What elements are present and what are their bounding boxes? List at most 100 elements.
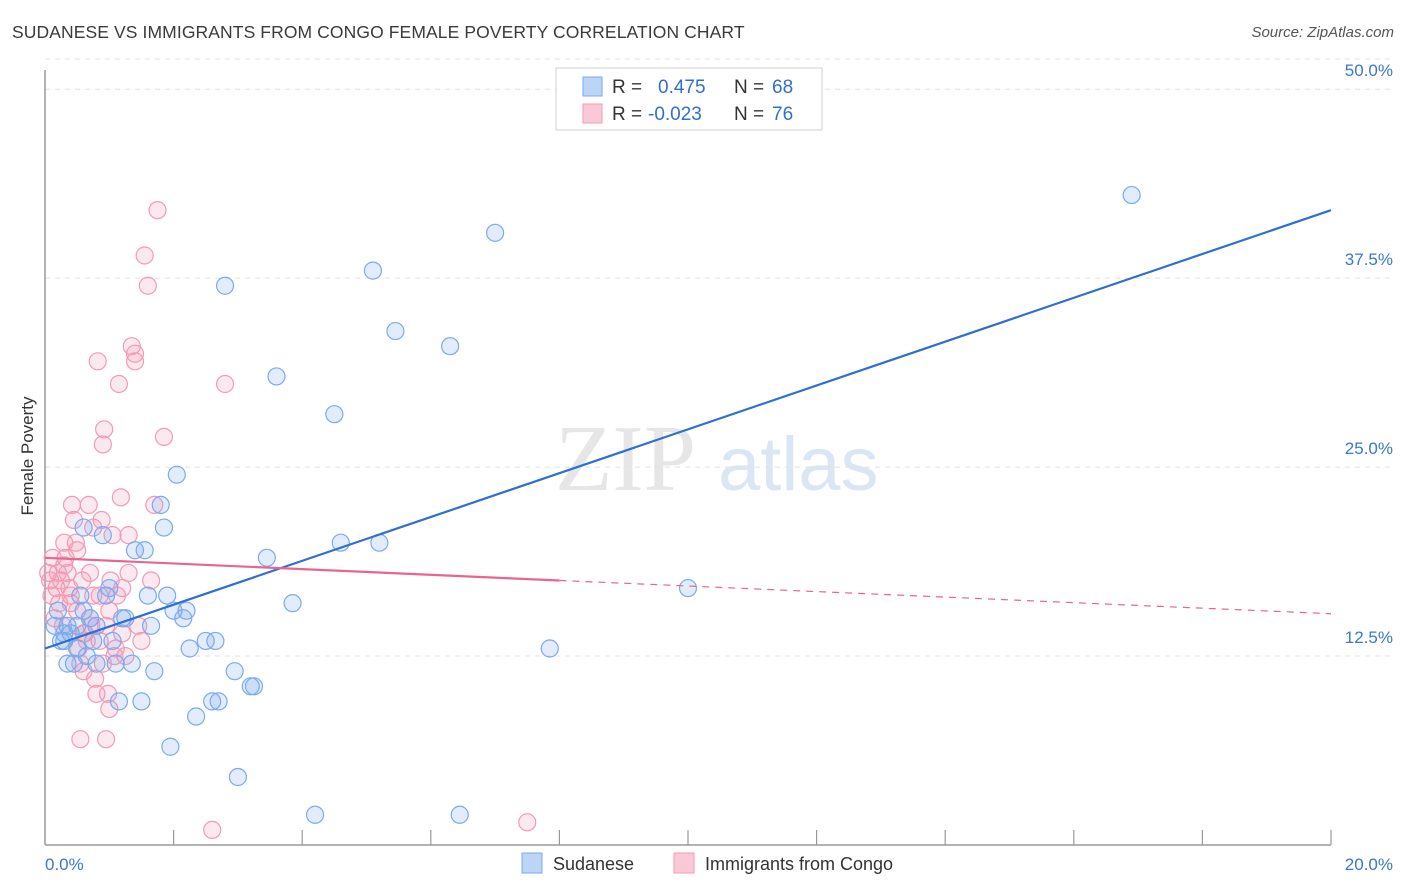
x-tick-labels: 0.0% 20.0%	[45, 855, 1393, 874]
sudanese-point	[180, 639, 199, 658]
sudanese-point	[225, 662, 244, 681]
sudanese-point	[87, 654, 106, 673]
congo-point	[82, 616, 101, 635]
bottom-legend-congo: Immigrants from Congo	[705, 854, 893, 874]
sudanese-point	[203, 692, 222, 711]
correlation-legend: R = 0.475 N = 68 R = -0.023 N = 76	[555, 67, 823, 131]
y-axis-label: Female Poverty	[18, 396, 37, 516]
legend-n-label-1: N =	[734, 77, 764, 98]
congo-point	[132, 631, 151, 651]
sudanese-point	[132, 692, 151, 711]
sudanese-point	[540, 639, 559, 658]
sudanese-point	[305, 805, 325, 824]
chart-title: SUDANESE VS IMMIGRANTS FROM CONGO FEMALE…	[12, 22, 745, 42]
watermark-zip: ZIP	[555, 407, 696, 511]
congo-point	[64, 510, 84, 530]
congo-point	[109, 374, 129, 394]
congo-point	[215, 374, 235, 394]
sudanese-point	[257, 548, 276, 567]
congo-point	[93, 435, 112, 454]
sudanese-point	[141, 616, 161, 635]
x-tick-label: 20.0%	[1345, 855, 1393, 874]
congo-point	[84, 518, 103, 537]
sudanese-point	[48, 601, 67, 620]
congo-point	[100, 699, 119, 719]
congo-point	[518, 813, 537, 832]
y-tick-label: 25.0%	[1345, 439, 1393, 458]
series-congo-points	[39, 201, 537, 839]
congo-point	[125, 344, 145, 363]
sudanese-point	[678, 578, 698, 598]
congo-point	[95, 420, 114, 439]
sudanese-point	[68, 616, 87, 635]
congo-point	[145, 495, 164, 515]
congo-point	[141, 571, 161, 590]
sudanese-point	[244, 677, 264, 696]
sudanese-point	[100, 578, 119, 598]
congo-point	[93, 654, 112, 673]
congo-point	[111, 488, 130, 507]
congo-point	[119, 526, 138, 545]
y-tick-label: 37.5%	[1345, 250, 1393, 269]
congo-point	[103, 526, 122, 545]
congo-point	[113, 624, 132, 643]
sudanese-point	[177, 601, 196, 620]
congo-point	[138, 276, 157, 295]
sudanese-point	[77, 646, 96, 666]
sudanese-point	[106, 654, 125, 673]
sudanese-point	[228, 767, 247, 787]
sudanese-point	[283, 594, 302, 613]
sudanese-point	[450, 805, 469, 824]
congo-trend-line	[44, 556, 560, 582]
sudanese-point	[215, 276, 235, 295]
legend-n-label-2: N =	[734, 104, 764, 125]
sudanese-point	[386, 321, 405, 341]
congo-point	[55, 556, 74, 575]
sudanese-point	[363, 261, 383, 280]
congo-point	[80, 563, 100, 583]
sudanese-trend-line	[44, 209, 1332, 650]
series-legend: Sudanese Immigrants from Congo	[521, 852, 893, 874]
sudanese-point	[45, 616, 64, 635]
sudanese-point	[74, 601, 93, 620]
trend-lines	[44, 209, 1332, 650]
legend-r-value-2: -0.023	[648, 104, 702, 125]
y-tick-labels: 12.5% 25.0% 37.5% 50.0%	[1345, 61, 1393, 647]
sudanese-point	[440, 337, 460, 356]
legend-r-value-1: 0.475	[658, 77, 706, 98]
sudanese-point	[161, 737, 180, 756]
legend-r-label-2: R =	[612, 104, 642, 125]
sudanese-point	[151, 495, 170, 515]
sudanese-point	[267, 367, 286, 386]
chart-source: Source: ZipAtlas.com	[1251, 24, 1394, 41]
sudanese-point	[486, 223, 505, 242]
sudanese-point	[103, 631, 122, 651]
congo-point	[84, 586, 103, 605]
legend-n-value-1: 68	[772, 77, 793, 98]
x-tick-marks	[173, 830, 1332, 845]
congo-point	[203, 820, 222, 839]
sudanese-point	[167, 465, 186, 484]
sudanese-point	[196, 631, 215, 651]
sudanese-point	[209, 692, 228, 711]
sudanese-point	[1122, 185, 1141, 205]
congo-point	[71, 730, 90, 749]
congo-point	[135, 246, 154, 265]
congo-point	[148, 201, 167, 220]
sudanese-point	[145, 662, 164, 681]
congo-point	[119, 563, 138, 583]
sudanese-point	[154, 518, 174, 537]
legend-swatch-sudanese	[582, 76, 603, 97]
sudanese-point	[109, 692, 129, 711]
sudanese-point	[93, 526, 112, 545]
sudanese-point	[58, 654, 77, 673]
bottom-legend-swatch-sudanese	[521, 852, 543, 874]
bottom-legend-swatch-congo	[673, 852, 695, 874]
congo-point	[66, 533, 85, 552]
sudanese-point	[125, 541, 145, 560]
legend-r-label-1: R =	[612, 77, 642, 98]
congo-point	[113, 578, 132, 598]
sudanese-point	[135, 541, 154, 560]
congo-point	[96, 730, 116, 749]
